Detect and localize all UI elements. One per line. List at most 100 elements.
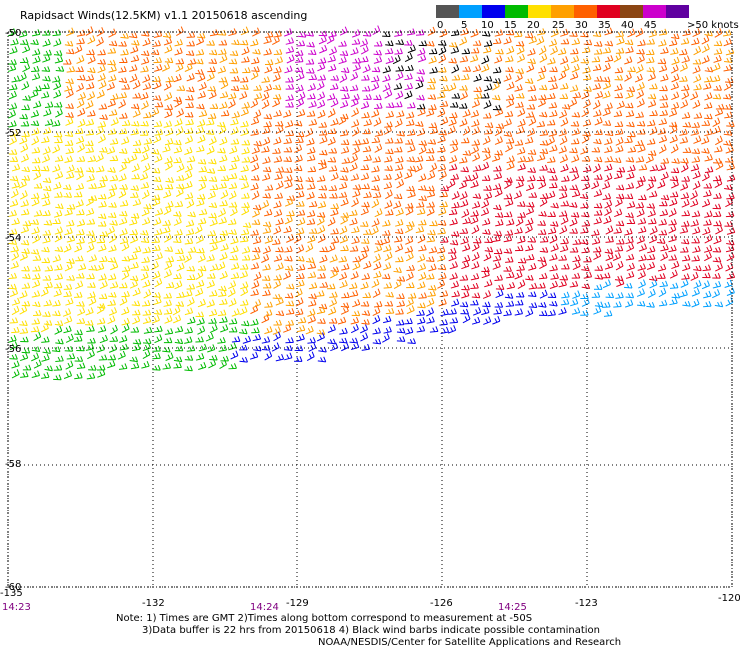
wind-barb: [416, 68, 426, 75]
wind-barb: [32, 273, 41, 280]
wind-barb: [517, 257, 527, 264]
wind-barb: [209, 263, 219, 272]
wind-barb: [406, 119, 415, 127]
wind-barb: [151, 107, 160, 117]
wind-barb: [516, 126, 525, 135]
wind-barb: [308, 228, 318, 234]
wind-barb: [482, 218, 491, 226]
wind-barb: [624, 39, 634, 46]
wind-barb: [604, 40, 614, 47]
wind-barb: [21, 265, 30, 272]
wind-barb: [559, 191, 568, 200]
wind-barb: [550, 243, 559, 252]
wind-barb: [109, 220, 118, 226]
wind-barb: [382, 74, 391, 83]
wind-barb: [461, 208, 470, 218]
wind-barb: [21, 208, 30, 216]
wind-barb: [624, 136, 633, 144]
wind-barb: [581, 283, 591, 290]
wind-barb: [527, 149, 537, 155]
wind-barb: [659, 94, 669, 101]
wind-barb: [164, 138, 174, 146]
wind-barb: [713, 48, 723, 55]
wind-barb: [30, 109, 40, 118]
wind-barb: [118, 66, 127, 73]
wind-barb: [525, 136, 534, 145]
wind-barb: [537, 72, 546, 82]
wind-barb: [318, 35, 327, 45]
wind-barb: [704, 166, 714, 173]
wind-barb: [394, 118, 403, 128]
wind-barb: [305, 176, 315, 183]
wind-barb: [54, 155, 64, 162]
wind-barb: [361, 183, 370, 190]
wind-barb: [692, 170, 701, 180]
wind-barb: [173, 273, 182, 280]
wind-barb: [602, 81, 612, 90]
wind-barb: [307, 234, 316, 244]
wind-barb: [219, 252, 228, 261]
wind-barb: [252, 236, 262, 245]
wind-barb: [285, 101, 294, 108]
lon-tick-132: -132: [142, 598, 165, 609]
wind-barb: [185, 50, 195, 56]
wind-barb: [327, 136, 336, 146]
wind-barb: [351, 310, 361, 317]
wind-barb: [592, 100, 601, 110]
wind-barb: [228, 190, 237, 200]
wind-barb: [407, 292, 417, 299]
wind-barb: [613, 301, 622, 308]
wind-barb: [692, 245, 701, 253]
wind-barb: [152, 270, 161, 280]
wind-barb: [615, 197, 623, 207]
wind-barb: [539, 53, 548, 63]
wind-barb: [250, 318, 259, 326]
wind-barb: [703, 300, 712, 308]
wind-barb: [132, 338, 142, 345]
wind-barb: [505, 55, 514, 63]
wind-barb: [41, 246, 50, 253]
wind-barb: [449, 139, 459, 146]
legend-label-20: 20: [527, 20, 540, 31]
wind-barb: [427, 77, 437, 84]
wind-barb: [230, 138, 240, 145]
wind-barb: [426, 108, 435, 117]
wind-barb: [470, 180, 479, 189]
wind-barb: [121, 306, 130, 316]
wind-barb: [691, 156, 701, 163]
wind-barb: [615, 184, 625, 191]
wind-barb: [605, 236, 614, 243]
wind-barb: [19, 190, 28, 200]
wind-barb: [206, 118, 215, 126]
wind-barb: [77, 107, 86, 117]
wind-barb: [250, 70, 259, 81]
wind-barb: [154, 101, 164, 108]
wind-barb: [184, 327, 193, 334]
wind-barb: [31, 290, 41, 298]
wind-barb: [449, 261, 458, 270]
wind-barb: [285, 120, 294, 128]
wind-barb: [86, 49, 95, 55]
wind-barb: [638, 279, 646, 289]
wind-barb: [8, 109, 16, 119]
wind-barb: [54, 273, 64, 281]
wind-barb: [492, 94, 501, 101]
wind-barb: [711, 75, 721, 83]
wind-barb: [660, 251, 669, 262]
wind-barb: [108, 40, 118, 47]
wind-barb: [680, 37, 690, 45]
wind-barb: [9, 317, 19, 324]
wind-barb: [470, 29, 479, 38]
wind-barb: [273, 209, 283, 218]
wind-barb: [471, 316, 481, 325]
wind-barb: [513, 190, 522, 200]
wind-barb: [76, 317, 86, 324]
wind-barb: [371, 136, 381, 144]
wind-barb: [648, 150, 657, 156]
wind-barb: [451, 191, 460, 200]
wind-barb: [306, 351, 315, 362]
wind-barb: [385, 137, 394, 144]
wind-barb: [539, 111, 548, 118]
wind-barb: [284, 265, 294, 271]
wind-barb: [680, 182, 689, 191]
